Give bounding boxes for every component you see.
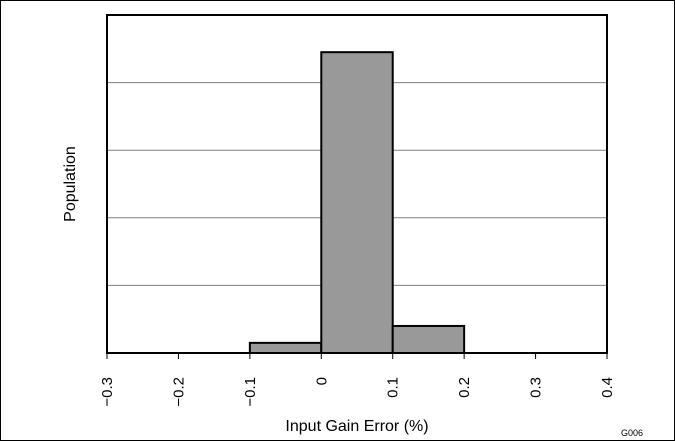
plot-border bbox=[106, 14, 608, 354]
x-tick-label: 0.1 bbox=[385, 377, 402, 398]
histogram-bar bbox=[320, 51, 394, 355]
y-axis-title: Population bbox=[62, 146, 79, 222]
x-tick-label: 0.3 bbox=[528, 377, 545, 398]
histogram-bar bbox=[391, 324, 466, 354]
x-tick-label: −0.2 bbox=[170, 377, 187, 407]
figure-code: G006 bbox=[621, 428, 643, 438]
x-axis-ticks: −0.3 −0.2 −0.1 0 0.1 0.2 0.3 0.4 bbox=[99, 353, 616, 407]
x-tick-label: 0.2 bbox=[456, 377, 473, 398]
x-tick-label: 0.4 bbox=[599, 377, 616, 398]
histogram-bar bbox=[248, 341, 323, 354]
x-tick-label: −0.1 bbox=[242, 377, 259, 407]
histogram-bars bbox=[248, 51, 466, 355]
x-tick-label: −0.3 bbox=[99, 377, 116, 407]
x-axis-title: Input Gain Error (%) bbox=[285, 418, 428, 435]
x-tick-label: 0 bbox=[313, 377, 330, 385]
